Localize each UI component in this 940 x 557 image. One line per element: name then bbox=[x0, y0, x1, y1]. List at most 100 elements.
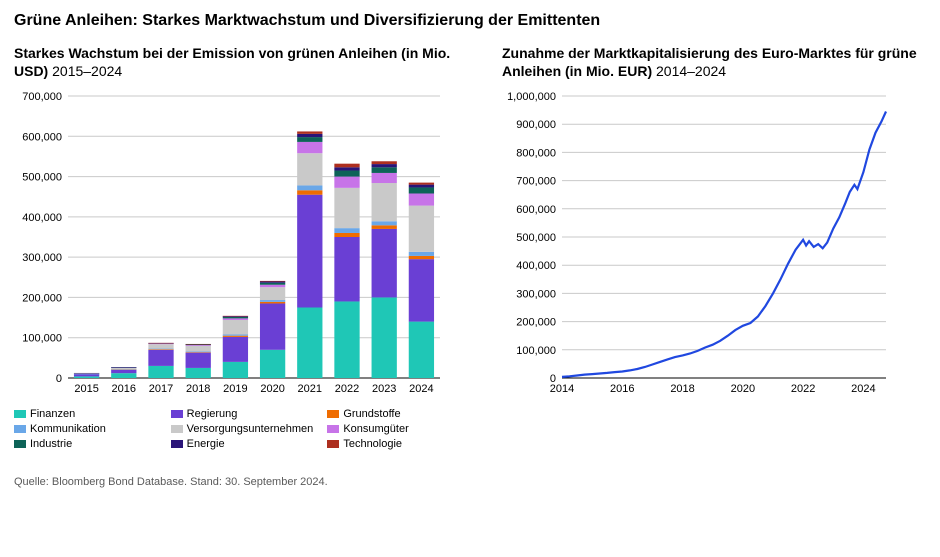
bar-segment-technologie bbox=[148, 343, 173, 344]
y-tick-label: 500,000 bbox=[22, 172, 62, 184]
bar-segment-finanzen bbox=[74, 376, 99, 378]
bar-segment-kommunikation bbox=[409, 252, 434, 256]
y-tick-label: 700,000 bbox=[516, 176, 556, 188]
legend-swatch bbox=[171, 425, 183, 433]
bar-segment-versorgungsunternehmen bbox=[334, 188, 359, 228]
legend-item-finanzen: Finanzen bbox=[14, 408, 161, 420]
bar-segment-finanzen bbox=[297, 308, 322, 379]
bar-segment-kommunikation bbox=[223, 334, 248, 335]
legend-label: Regierung bbox=[187, 408, 238, 420]
x-tick-label: 2018 bbox=[186, 383, 210, 395]
bar-segment-regierung bbox=[372, 229, 397, 297]
left-chart-title: Starkes Wachstum bei der Emission von gr… bbox=[14, 44, 474, 82]
bar-segment-energie bbox=[372, 164, 397, 167]
bar-segment-technologie bbox=[372, 161, 397, 164]
y-tick-label: 0 bbox=[56, 373, 62, 385]
main-title: Grüne Anleihen: Starkes Marktwachstum un… bbox=[14, 12, 926, 30]
x-tick-label: 2014 bbox=[550, 383, 574, 395]
legend-item-energie: Energie bbox=[171, 438, 318, 450]
y-tick-label: 400,000 bbox=[22, 212, 62, 224]
y-tick-label: 300,000 bbox=[22, 252, 62, 264]
y-tick-label: 900,000 bbox=[516, 119, 556, 131]
y-tick-label: 600,000 bbox=[22, 131, 62, 143]
y-tick-label: 300,000 bbox=[516, 288, 556, 300]
x-tick-label: 2020 bbox=[731, 383, 755, 395]
bar-segment-regierung bbox=[260, 303, 285, 349]
bar-segment-konsumgueter bbox=[297, 142, 322, 153]
bar-segment-regierung bbox=[186, 353, 211, 368]
bar-segment-versorgungsunternehmen bbox=[148, 344, 173, 348]
legend-swatch bbox=[327, 410, 339, 418]
left-chart-panel: Starkes Wachstum bei der Emission von gr… bbox=[14, 44, 474, 450]
market-cap-line bbox=[562, 112, 886, 377]
y-tick-label: 100,000 bbox=[516, 345, 556, 357]
x-tick-label: 2024 bbox=[851, 383, 875, 395]
bar-segment-grundstoffe bbox=[260, 302, 285, 304]
legend-swatch bbox=[14, 440, 26, 448]
bar-segment-finanzen bbox=[186, 368, 211, 378]
bar-segment-regierung bbox=[111, 370, 136, 374]
bar-segment-finanzen bbox=[223, 362, 248, 378]
bar-segment-technologie bbox=[297, 131, 322, 133]
bar-segment-grundstoffe bbox=[409, 256, 434, 259]
bar-segment-technologie bbox=[409, 183, 434, 185]
bar-segment-grundstoffe bbox=[186, 352, 211, 353]
bar-segment-konsumgueter bbox=[334, 177, 359, 188]
bar-segment-energie bbox=[409, 185, 434, 188]
x-tick-label: 2019 bbox=[223, 383, 247, 395]
x-tick-label: 2021 bbox=[298, 383, 322, 395]
bar-segment-konsumgueter bbox=[409, 193, 434, 205]
right-chart-title: Zunahme der Marktkapitalisierung des Eur… bbox=[502, 44, 926, 82]
y-tick-label: 800,000 bbox=[516, 147, 556, 159]
legend-label: Konsumgüter bbox=[343, 423, 408, 435]
legend-label: Finanzen bbox=[30, 408, 75, 420]
bar-segment-finanzen bbox=[334, 301, 359, 378]
legend-swatch bbox=[327, 440, 339, 448]
bar-segment-konsumgueter bbox=[260, 285, 285, 287]
bar-segment-grundstoffe bbox=[372, 225, 397, 229]
legend-label: Energie bbox=[187, 438, 225, 450]
x-tick-label: 2022 bbox=[791, 383, 815, 395]
legend: Finanzen Regierung Grundstoffe Kommunikatio… bbox=[14, 408, 474, 450]
y-tick-label: 1,000,000 bbox=[507, 91, 556, 103]
y-tick-label: 100,000 bbox=[22, 333, 62, 345]
bar-segment-energie bbox=[74, 373, 99, 374]
y-tick-label: 200,000 bbox=[516, 317, 556, 329]
bar-segment-kommunikation bbox=[334, 228, 359, 233]
legend-swatch bbox=[14, 425, 26, 433]
bar-segment-grundstoffe bbox=[223, 336, 248, 337]
legend-label: Versorgungsunternehmen bbox=[187, 423, 314, 435]
bar-segment-kommunikation bbox=[186, 352, 211, 353]
bar-segment-industrie bbox=[334, 171, 359, 177]
bar-segment-kommunikation bbox=[74, 374, 99, 375]
x-tick-label: 2015 bbox=[74, 383, 98, 395]
y-tick-label: 200,000 bbox=[22, 292, 62, 304]
bar-segment-regierung bbox=[409, 259, 434, 321]
x-tick-label: 2023 bbox=[372, 383, 396, 395]
bar-segment-versorgungsunternehmen bbox=[186, 346, 211, 352]
bar-segment-versorgungsunternehmen bbox=[409, 206, 434, 252]
bar-segment-finanzen bbox=[260, 350, 285, 378]
bar-segment-versorgungsunternehmen bbox=[260, 287, 285, 300]
legend-item-technologie: Technologie bbox=[327, 438, 474, 450]
x-tick-label: 2017 bbox=[149, 383, 173, 395]
bar-segment-kommunikation bbox=[148, 349, 173, 350]
bar-segment-kommunikation bbox=[372, 221, 397, 225]
legend-item-grundstoffe: Grundstoffe bbox=[327, 408, 474, 420]
bar-segment-grundstoffe bbox=[334, 233, 359, 237]
left-chart-svg: 0 100,000 200,000 300,000 400,000 500,000 600,… bbox=[14, 90, 444, 400]
bar-segment-finanzen bbox=[372, 297, 397, 378]
x-tick-label: 2022 bbox=[335, 383, 359, 395]
y-tick-label: 500,000 bbox=[516, 232, 556, 244]
legend-label: Kommunikation bbox=[30, 423, 106, 435]
bar-segment-industrie bbox=[260, 283, 285, 285]
bar-segment-technologie bbox=[223, 316, 248, 317]
legend-label: Grundstoffe bbox=[343, 408, 400, 420]
legend-swatch bbox=[171, 410, 183, 418]
legend-label: Industrie bbox=[30, 438, 72, 450]
bar-segment-energie bbox=[260, 282, 285, 283]
legend-swatch bbox=[171, 440, 183, 448]
legend-item-industrie: Industrie bbox=[14, 438, 161, 450]
x-tick-label: 2016 bbox=[112, 383, 136, 395]
bar-segment-technologie bbox=[186, 344, 211, 345]
